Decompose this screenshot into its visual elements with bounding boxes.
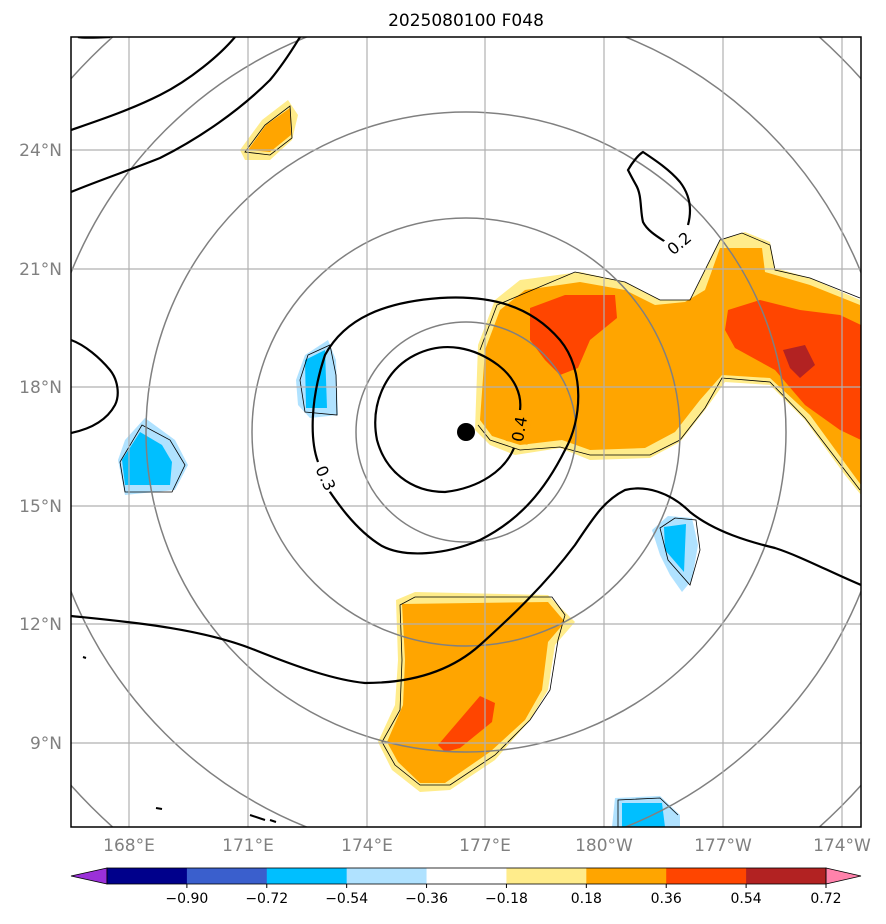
outline-cool-east — [659, 517, 701, 586]
outline-north — [244, 105, 293, 156]
cool-region-south-core — [622, 803, 665, 827]
lat-label-18n: 18°N — [19, 378, 62, 398]
warm-region-east-peak — [783, 345, 815, 378]
contour-0.4 — [374, 346, 522, 494]
colorbar-tick-label: −0.36 — [405, 891, 448, 907]
lon-label-177w: 177°W — [694, 836, 752, 856]
map-title: 2025080100 F048 — [388, 11, 544, 31]
warm-region-east-max1 — [530, 295, 617, 375]
shading-outlines — [119, 105, 861, 827]
colorbar-tick-label: 0.18 — [571, 891, 602, 907]
range-ring-1 — [355, 321, 577, 543]
lat-label-9n: 9°N — [30, 734, 62, 754]
island-3 — [269, 819, 277, 823]
lat-label-12n: 12°N — [19, 615, 62, 635]
lat-label-24n: 24°N — [19, 141, 62, 161]
colorbar-frame — [106, 867, 827, 885]
range-ring-3 — [145, 111, 787, 753]
cool-region-east-core — [664, 524, 686, 572]
lat-label-15n: 15°N — [19, 497, 62, 517]
colorbar-tick-label: −0.54 — [325, 891, 368, 907]
outline-east — [479, 232, 861, 351]
colorbar-tick-label: −0.72 — [245, 891, 288, 907]
colorbar: −0.90 −0.72 −0.54 −0.36 −0.18 0.18 0.36 0.54 0.7… — [70, 867, 862, 907]
island-1 — [155, 807, 163, 810]
colorbar-extend-low — [70, 867, 108, 885]
colorbar-bin — [666, 868, 747, 884]
contour-0.3-inner — [311, 296, 580, 555]
contour-0.3-south — [71, 487, 861, 685]
colorbar-tick-label: 0.36 — [651, 891, 682, 907]
map-frame — [70, 36, 862, 828]
colorbar-bin — [107, 868, 188, 884]
lon-label-171e: 171°E — [222, 836, 274, 856]
colorbar-bin — [346, 868, 428, 884]
contour-0.3-west — [71, 338, 119, 435]
outline-south — [381, 596, 566, 786]
island-2 — [249, 814, 266, 821]
colorbar-bin — [586, 868, 667, 884]
lon-label-180w: 180°W — [575, 836, 633, 856]
lon-label-177e: 177°E — [459, 836, 511, 856]
warm-region-south-core — [387, 602, 565, 783]
colorbar-tick-label: −0.90 — [165, 891, 208, 907]
colorbar-tick-label: 0.54 — [731, 891, 762, 907]
contour-label-bg-0.2 — [661, 225, 697, 261]
longitude-labels: 168°E 171°E 174°E 177°E 180°W 177°W 174°… — [103, 836, 871, 856]
contour-label-0.4: 0.4 — [508, 415, 531, 443]
colorbar-bin — [266, 868, 348, 884]
colorbar-bin — [186, 868, 268, 884]
latitude-labels: 24°N 21°N 18°N 15°N 12°N 9°N — [19, 141, 62, 754]
warm-region-south-max — [438, 696, 495, 752]
colorbar-tick-label: 0.72 — [810, 891, 841, 907]
lat-label-21n: 21°N — [19, 260, 62, 280]
lon-label-168e: 168°E — [103, 836, 155, 856]
contour-nw-1 — [71, 37, 236, 132]
warm-region-north-core — [248, 108, 291, 152]
colorbar-bin — [426, 868, 507, 884]
outline-cool-west — [119, 424, 186, 493]
storm-center-marker — [457, 423, 475, 441]
contour-label-bg-0.3 — [310, 460, 342, 496]
colorbar-bin — [746, 868, 827, 884]
colorbar-extend-high — [825, 867, 862, 885]
lon-label-174w: 174°W — [813, 836, 871, 856]
lon-label-174e: 174°E — [341, 836, 393, 856]
gridlines — [71, 37, 861, 827]
contour-label-bg-0.4 — [505, 413, 533, 445]
range-ring-2 — [251, 217, 681, 647]
colorbar-tick-label: −0.18 — [485, 891, 528, 907]
island-4 — [82, 656, 87, 659]
contour-0.2 — [626, 150, 691, 246]
outline-east-bottom — [477, 377, 861, 491]
outline-cool-center — [299, 344, 338, 416]
contours — [71, 37, 861, 685]
coastline-fragments — [82, 656, 277, 823]
colorbar-bin — [506, 868, 587, 884]
contour-nw-2 — [71, 37, 301, 194]
